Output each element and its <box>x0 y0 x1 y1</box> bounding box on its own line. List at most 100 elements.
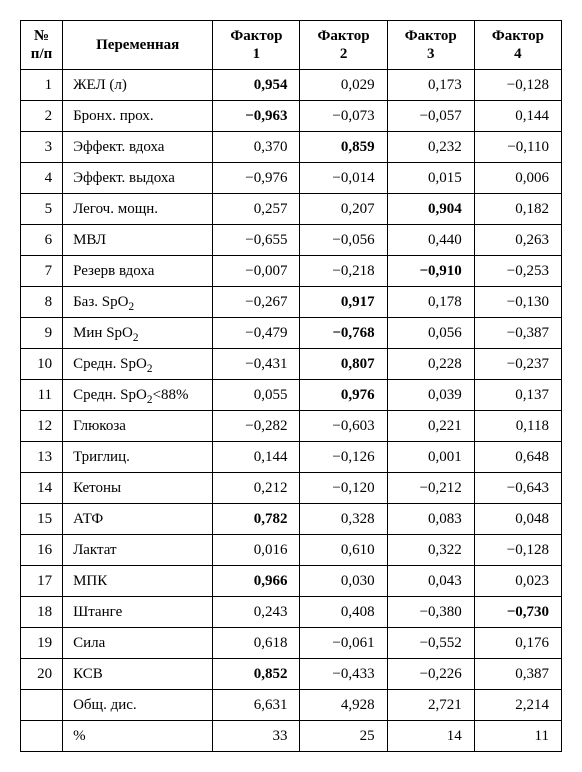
row-variable: Бронх. прох. <box>63 101 213 132</box>
row-variable: Штанге <box>63 597 213 628</box>
row-factor-1: −0,282 <box>213 411 300 442</box>
row-factor-4: 0,006 <box>474 163 561 194</box>
row-factor-2: 0,029 <box>300 70 387 101</box>
header-factor-2: Фактор 2 <box>300 21 387 70</box>
row-factor-1: 0,055 <box>213 380 300 411</box>
row-variable: ЖЕЛ (л) <box>63 70 213 101</box>
row-factor-2: 0,807 <box>300 349 387 380</box>
row-variable: Эффект. выдоха <box>63 163 213 194</box>
row-index: 18 <box>21 597 63 628</box>
row-factor-3: −0,212 <box>387 473 474 504</box>
row-factor-3: 0,232 <box>387 132 474 163</box>
row-index: 16 <box>21 535 63 566</box>
row-variable: Сила <box>63 628 213 659</box>
row-index <box>21 721 63 752</box>
table-row: 20КСВ0,852−0,433−0,2260,387 <box>21 659 562 690</box>
row-factor-4: −0,253 <box>474 256 561 287</box>
row-factor-1: 0,370 <box>213 132 300 163</box>
header-factor-4: Фактор 4 <box>474 21 561 70</box>
table-row: 10Средн. SpO2−0,4310,8070,228−0,237 <box>21 349 562 380</box>
table-row: 5Легоч. мощн.0,2570,2070,9040,182 <box>21 194 562 225</box>
header-factor-label: Фактор <box>405 28 457 44</box>
row-index: 10 <box>21 349 63 380</box>
row-factor-4: −0,730 <box>474 597 561 628</box>
row-factor-3: −0,552 <box>387 628 474 659</box>
row-variable: Эффект. вдоха <box>63 132 213 163</box>
row-variable: Средн. SpO2 <box>63 349 213 380</box>
row-factor-4: −0,130 <box>474 287 561 318</box>
header-factor-1: Фактор 1 <box>213 21 300 70</box>
table-row: 8Баз. SpO2−0,2670,9170,178−0,130 <box>21 287 562 318</box>
row-factor-1: 0,212 <box>213 473 300 504</box>
row-index: 7 <box>21 256 63 287</box>
row-factor-3: 0,904 <box>387 194 474 225</box>
row-variable: Лактат <box>63 535 213 566</box>
row-factor-2: 4,928 <box>300 690 387 721</box>
row-factor-4: 2,214 <box>474 690 561 721</box>
table-row: 3Эффект. вдоха0,3700,8590,232−0,110 <box>21 132 562 163</box>
row-factor-4: −0,643 <box>474 473 561 504</box>
row-factor-2: −0,126 <box>300 442 387 473</box>
row-factor-4: 0,182 <box>474 194 561 225</box>
row-factor-3: 0,001 <box>387 442 474 473</box>
row-factor-3: 0,039 <box>387 380 474 411</box>
row-variable: КСВ <box>63 659 213 690</box>
factor-loadings-table: № п/п Переменная Фактор 1 Фактор 2 Факто… <box>20 20 562 752</box>
row-variable: Легоч. мощн. <box>63 194 213 225</box>
row-factor-1: 0,144 <box>213 442 300 473</box>
row-factor-4: −0,128 <box>474 70 561 101</box>
row-factor-3: 0,440 <box>387 225 474 256</box>
row-factor-1: 0,257 <box>213 194 300 225</box>
row-variable: АТФ <box>63 504 213 535</box>
header-variable: Переменная <box>63 21 213 70</box>
row-factor-3: 0,322 <box>387 535 474 566</box>
row-factor-2: 0,917 <box>300 287 387 318</box>
row-factor-1: −0,976 <box>213 163 300 194</box>
row-factor-3: −0,226 <box>387 659 474 690</box>
table-row: 13Триглиц.0,144−0,1260,0010,648 <box>21 442 562 473</box>
header-factor-label: Фактор <box>230 28 282 44</box>
row-factor-2: −0,056 <box>300 225 387 256</box>
row-factor-4: −0,110 <box>474 132 561 163</box>
row-factor-2: −0,014 <box>300 163 387 194</box>
row-variable: МВЛ <box>63 225 213 256</box>
header-factor-3: Фактор 3 <box>387 21 474 70</box>
row-factor-4: 0,263 <box>474 225 561 256</box>
row-factor-2: −0,603 <box>300 411 387 442</box>
row-factor-4: 0,023 <box>474 566 561 597</box>
table-row: 15АТФ0,7820,3280,0830,048 <box>21 504 562 535</box>
table-row: 11Средн. SpO2<88%0,0550,9760,0390,137 <box>21 380 562 411</box>
row-index: 5 <box>21 194 63 225</box>
table-row: 4Эффект. выдоха−0,976−0,0140,0150,006 <box>21 163 562 194</box>
row-variable: Триглиц. <box>63 442 213 473</box>
row-variable: МПК <box>63 566 213 597</box>
table-row: 17МПК0,9660,0300,0430,023 <box>21 566 562 597</box>
table-row: 1ЖЕЛ (л)0,9540,0290,173−0,128 <box>21 70 562 101</box>
row-variable: % <box>63 721 213 752</box>
row-factor-2: 0,328 <box>300 504 387 535</box>
row-factor-2: −0,120 <box>300 473 387 504</box>
table-row: 2Бронх. прох.−0,963−0,073−0,0570,144 <box>21 101 562 132</box>
row-index: 3 <box>21 132 63 163</box>
row-factor-4: 0,176 <box>474 628 561 659</box>
row-factor-1: −0,655 <box>213 225 300 256</box>
row-factor-2: 0,207 <box>300 194 387 225</box>
row-factor-1: 0,016 <box>213 535 300 566</box>
header-factor-num: 3 <box>427 46 435 62</box>
row-factor-4: 0,118 <box>474 411 561 442</box>
row-factor-3: 0,173 <box>387 70 474 101</box>
header-factor-label: Фактор <box>492 28 544 44</box>
row-index: 17 <box>21 566 63 597</box>
row-index: 15 <box>21 504 63 535</box>
table-row: 18Штанге0,2430,408−0,380−0,730 <box>21 597 562 628</box>
row-index: 6 <box>21 225 63 256</box>
row-factor-3: 2,721 <box>387 690 474 721</box>
row-factor-4: 0,137 <box>474 380 561 411</box>
row-index: 2 <box>21 101 63 132</box>
table-row: 6МВЛ−0,655−0,0560,4400,263 <box>21 225 562 256</box>
row-index: 9 <box>21 318 63 349</box>
header-index: № п/п <box>21 21 63 70</box>
row-index <box>21 690 63 721</box>
row-factor-1: 33 <box>213 721 300 752</box>
row-factor-3: 0,221 <box>387 411 474 442</box>
